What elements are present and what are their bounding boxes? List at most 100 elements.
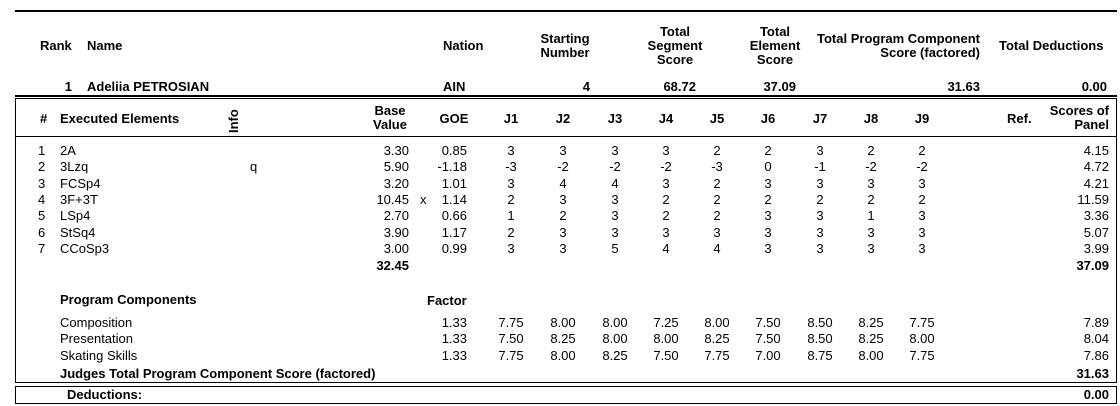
element-judge-score: 2 <box>662 208 670 223</box>
component-judge-score: 7.50 <box>653 348 679 363</box>
element-judge-score: 2 <box>713 143 721 158</box>
ref-label: Ref. <box>1007 111 1032 126</box>
element-judge-score: 2 <box>816 192 824 207</box>
element-judge-score: 3 <box>507 176 515 191</box>
element-number: 4 <box>38 192 46 207</box>
element-judge-score: 3 <box>559 241 567 256</box>
element-base-value: 10.45 <box>376 192 409 207</box>
element-judge-score: 1 <box>507 208 515 223</box>
total-element-score-label: Total Element Score <box>749 24 801 67</box>
component-judge-score: 7.75 <box>909 348 935 363</box>
component-factor: 1.33 <box>441 331 467 346</box>
element-judge-score: -2 <box>609 159 621 174</box>
component-judge-score: 7.00 <box>755 348 781 363</box>
element-judge-score: 3 <box>867 176 875 191</box>
header-bottom-rule <box>15 95 1117 97</box>
component-name: Presentation <box>60 331 133 346</box>
components-total-label: Judges Total Program Component Score (fa… <box>60 366 376 381</box>
factor-label: Factor <box>427 293 467 308</box>
element-panel-score: 11.59 <box>1077 192 1109 207</box>
component-factor: 1.33 <box>441 348 467 363</box>
judge-header-j2: J2 <box>555 111 571 126</box>
component-judge-score: 8.25 <box>704 331 730 346</box>
deductions-value: 0.00 <box>1083 387 1109 402</box>
element-judge-score: 3 <box>918 176 926 191</box>
component-panel-score: 8.04 <box>1083 331 1109 346</box>
program-components-title: Program Components <box>60 292 197 307</box>
skater-total-segment-score: 68.72 <box>663 79 696 94</box>
element-judge-score: 2 <box>559 208 567 223</box>
component-judge-score: 8.00 <box>909 331 935 346</box>
element-judge-score: 2 <box>764 192 772 207</box>
element-judge-score: 2 <box>713 192 721 207</box>
component-judge-score: 8.00 <box>602 331 628 346</box>
element-judge-score: 2 <box>713 208 721 223</box>
component-panel-score: 7.89 <box>1083 315 1109 330</box>
element-name: FCSp4 <box>60 176 101 191</box>
component-name: Skating Skills <box>60 348 138 363</box>
element-base-value: 2.70 <box>383 208 409 223</box>
element-judge-score: 4 <box>713 241 721 256</box>
component-judge-score: 8.00 <box>653 331 679 346</box>
component-judge-score: 7.50 <box>755 331 781 346</box>
element-panel-score: 5.07 <box>1083 225 1109 240</box>
element-goe: 0.99 <box>441 241 467 256</box>
top-rule <box>15 10 1117 12</box>
element-panel-score: 3.99 <box>1083 241 1109 256</box>
skater-total-element-score: 37.09 <box>763 79 796 94</box>
element-judge-score: 3 <box>764 241 772 256</box>
element-judge-score: 2 <box>867 143 875 158</box>
component-panel-score: 7.86 <box>1083 348 1109 363</box>
skater-total-component-score: 31.63 <box>947 79 980 94</box>
component-judge-score: 8.00 <box>858 348 884 363</box>
info-label: Info <box>226 109 241 133</box>
element-info: q <box>250 159 258 174</box>
judge-header-j4: J4 <box>658 111 674 126</box>
element-name: 3Lzq <box>60 159 89 174</box>
element-goe: 1.14 <box>441 192 467 207</box>
component-judge-score: 7.25 <box>653 315 679 330</box>
element-judge-score: 2 <box>918 143 926 158</box>
element-judge-score: 3 <box>816 241 824 256</box>
element-judge-score: 3 <box>559 192 567 207</box>
component-judge-score: 8.25 <box>602 348 628 363</box>
judge-header-j8: J8 <box>863 111 879 126</box>
element-name: LSp4 <box>60 208 91 223</box>
element-bonus: x <box>420 192 427 207</box>
judge-header-j5: J5 <box>709 111 725 126</box>
element-judge-score: 3 <box>662 176 670 191</box>
element-judge-score: -2 <box>557 159 569 174</box>
element-panel-score: 4.15 <box>1083 143 1109 158</box>
element-judge-score: 1 <box>867 208 875 223</box>
skater-name: Adeliia PETROSIAN <box>87 79 210 94</box>
element-number: 6 <box>38 225 46 240</box>
element-judge-score: 4 <box>611 176 619 191</box>
element-base-value: 3.90 <box>383 225 409 240</box>
element-judge-score: 3 <box>918 225 926 240</box>
total-component-score-label: Total Program Component Score (factored) <box>817 31 980 60</box>
skater-starting-number: 4 <box>582 79 590 94</box>
element-judge-score: 3 <box>611 208 619 223</box>
component-judge-score: 7.75 <box>704 348 730 363</box>
element-judge-score: 3 <box>867 241 875 256</box>
element-judge-score: 3 <box>764 176 772 191</box>
elements-score-total: 37.09 <box>1076 258 1109 273</box>
element-base-value: 3.30 <box>383 143 409 158</box>
element-goe: 0.85 <box>441 143 467 158</box>
element-judge-score: 3 <box>764 225 772 240</box>
element-panel-score: 4.72 <box>1083 159 1109 174</box>
element-judge-score: 3 <box>611 225 619 240</box>
element-panel-score: 3.36 <box>1083 208 1109 223</box>
element-name: StSq4 <box>60 225 96 240</box>
element-number: 5 <box>38 208 46 223</box>
element-judge-score: 3 <box>867 225 875 240</box>
component-judge-score: 8.75 <box>807 348 833 363</box>
elements-header-rule <box>15 136 1117 137</box>
scores-frame <box>15 98 1117 383</box>
element-judge-score: -2 <box>865 159 877 174</box>
component-judge-score: 8.25 <box>550 331 576 346</box>
total-segment-score-label: Total Segment Score <box>647 24 703 67</box>
judge-header-j7: J7 <box>812 111 828 126</box>
element-judge-score: 3 <box>816 208 824 223</box>
element-judge-score: 3 <box>918 241 926 256</box>
